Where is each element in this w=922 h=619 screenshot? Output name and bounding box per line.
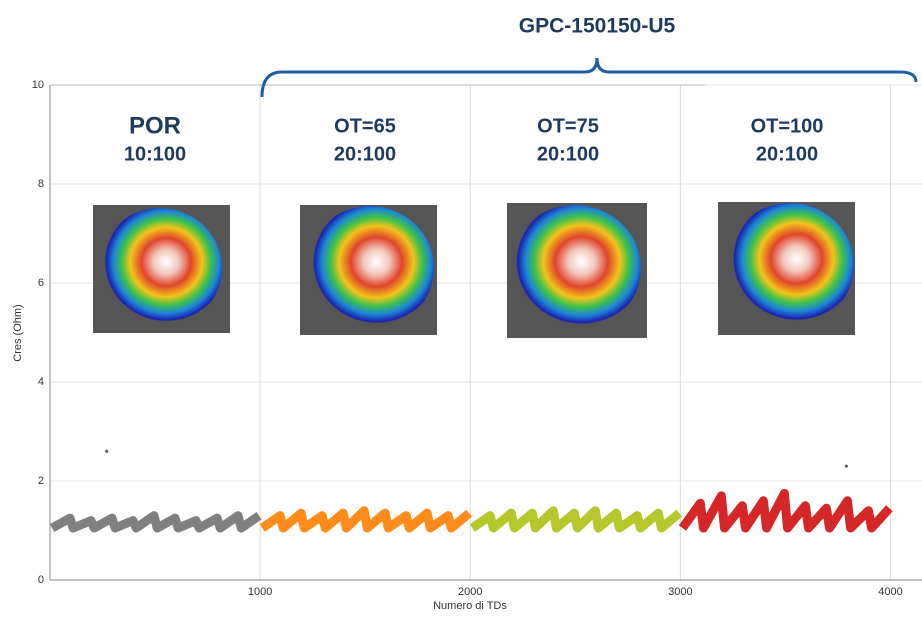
bracket bbox=[262, 58, 916, 97]
y-tick-label: 10 bbox=[32, 79, 44, 91]
annotation: 20:100 bbox=[334, 143, 396, 165]
annotation: 20:100 bbox=[537, 143, 599, 165]
y-tick-label: 4 bbox=[38, 376, 44, 388]
chart-title: GPC-150150-U5 bbox=[519, 15, 676, 38]
x-axis-label: Numero di TDs bbox=[433, 600, 507, 612]
outlier-point bbox=[105, 450, 108, 453]
x-tick-label: 1000 bbox=[248, 586, 272, 598]
heatmap bbox=[306, 206, 434, 330]
y-tick-label: 8 bbox=[38, 178, 44, 190]
outlier-point bbox=[845, 465, 848, 468]
y-axis-label: Cres (Ohm) bbox=[12, 304, 24, 361]
annotation: POR bbox=[129, 112, 181, 139]
heatmap bbox=[98, 208, 222, 328]
series-line bbox=[472, 511, 679, 528]
y-tick-label: 2 bbox=[38, 475, 44, 487]
series-line bbox=[52, 516, 259, 528]
x-tick-label: 4000 bbox=[878, 586, 902, 598]
heatmap bbox=[726, 203, 854, 327]
series-line bbox=[682, 493, 889, 528]
annotation: OT=100 bbox=[751, 115, 824, 137]
chart: GPC-150150-U5 Numero di TDs Cres (Ohm) 0… bbox=[0, 0, 922, 614]
series-line bbox=[262, 511, 469, 528]
heatmap bbox=[509, 205, 641, 331]
heatmaps bbox=[93, 202, 855, 338]
x-tick-label: 3000 bbox=[668, 586, 692, 598]
annotation: OT=75 bbox=[537, 115, 599, 137]
annotation: OT=65 bbox=[334, 115, 396, 137]
x-tick-label: 2000 bbox=[458, 586, 482, 598]
y-tick-label: 6 bbox=[38, 277, 44, 289]
annotation: 20:100 bbox=[756, 143, 818, 165]
annotation: 10:100 bbox=[124, 143, 186, 165]
y-tick-label: 0 bbox=[38, 574, 44, 586]
